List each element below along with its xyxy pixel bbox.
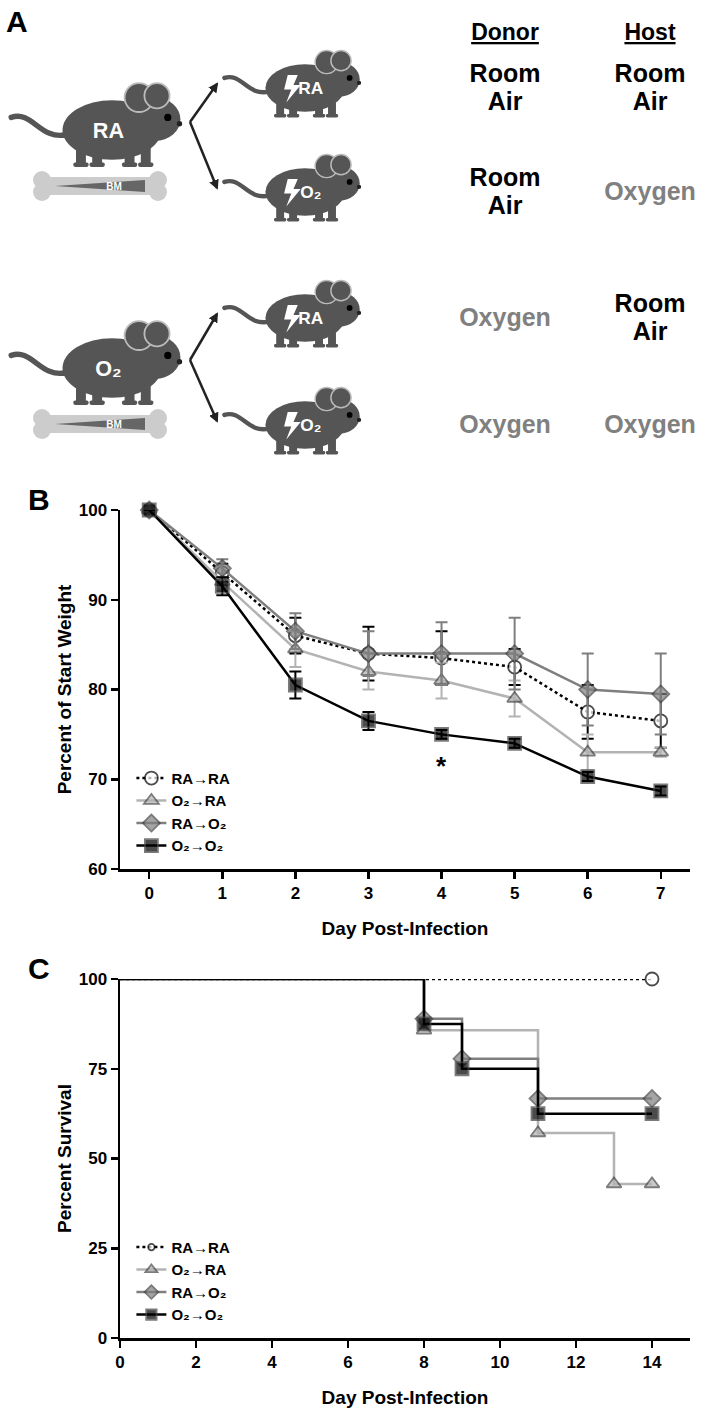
svg-text:8: 8	[419, 1353, 428, 1372]
svg-text:6: 6	[583, 884, 592, 903]
svg-text:2: 2	[291, 884, 300, 903]
svg-text:1: 1	[218, 884, 227, 903]
svg-text:O₂→O₂: O₂→O₂	[171, 837, 223, 854]
svg-text:Oxygen: Oxygen	[459, 410, 551, 438]
svg-text:B: B	[28, 483, 50, 516]
svg-text:4: 4	[437, 884, 447, 903]
svg-text:Oxygen: Oxygen	[604, 410, 696, 438]
svg-text:75: 75	[88, 1060, 107, 1079]
svg-text:12: 12	[567, 1353, 586, 1372]
svg-text:RA: RA	[298, 78, 323, 98]
svg-text:0: 0	[115, 1353, 124, 1372]
svg-text:2: 2	[191, 1353, 200, 1372]
svg-text:Oxygen: Oxygen	[459, 303, 551, 331]
svg-text:Percent of Start Weight: Percent of Start Weight	[54, 584, 75, 794]
svg-text:A: A	[6, 5, 28, 38]
svg-text:90: 90	[88, 591, 107, 610]
svg-text:O₂→RA: O₂→RA	[171, 792, 226, 809]
svg-text:O₂: O₂	[300, 415, 321, 435]
svg-text:*: *	[436, 751, 447, 781]
svg-text:O₂: O₂	[95, 356, 121, 381]
svg-text:80: 80	[88, 680, 107, 699]
svg-text:10: 10	[491, 1353, 510, 1372]
svg-text:BM: BM	[106, 181, 122, 192]
svg-text:25: 25	[88, 1239, 107, 1258]
svg-text:Percent Survival: Percent Survival	[54, 1084, 75, 1233]
svg-text:5: 5	[510, 884, 519, 903]
svg-text:0: 0	[144, 884, 153, 903]
svg-text:Host: Host	[624, 19, 675, 45]
svg-text:Day Post-Infection: Day Post-Infection	[322, 918, 489, 939]
svg-text:O₂: O₂	[300, 182, 321, 202]
svg-text:70: 70	[88, 770, 107, 789]
svg-text:RA→RA: RA→RA	[171, 770, 229, 787]
svg-text:Donor: Donor	[471, 19, 539, 45]
svg-text:100: 100	[79, 501, 107, 520]
svg-text:RA: RA	[93, 118, 125, 143]
svg-text:14: 14	[643, 1353, 662, 1372]
svg-text:60: 60	[88, 860, 107, 879]
svg-text:O₂→RA: O₂→RA	[171, 1261, 226, 1278]
svg-text:Day Post-Infection: Day Post-Infection	[322, 1387, 489, 1408]
svg-text:O₂→O₂: O₂→O₂	[171, 1306, 223, 1323]
svg-text:4: 4	[267, 1353, 277, 1372]
svg-text:50: 50	[88, 1149, 107, 1168]
svg-text:3: 3	[364, 884, 373, 903]
svg-text:RA→O₂: RA→O₂	[171, 1284, 226, 1301]
svg-text:Oxygen: Oxygen	[604, 177, 696, 205]
svg-text:RA→O₂: RA→O₂	[171, 815, 226, 832]
svg-text:RoomAir: RoomAir	[615, 289, 686, 345]
svg-text:C: C	[28, 952, 50, 985]
svg-text:RoomAir: RoomAir	[470, 59, 541, 115]
svg-text:0: 0	[98, 1329, 107, 1348]
svg-text:RA→RA: RA→RA	[171, 1239, 229, 1256]
svg-text:RoomAir: RoomAir	[470, 163, 541, 219]
svg-text:RoomAir: RoomAir	[615, 59, 686, 115]
svg-text:100: 100	[79, 970, 107, 989]
svg-text:RA: RA	[298, 308, 323, 328]
svg-text:7: 7	[656, 884, 665, 903]
svg-text:6: 6	[343, 1353, 352, 1372]
svg-text:BM: BM	[106, 419, 122, 430]
